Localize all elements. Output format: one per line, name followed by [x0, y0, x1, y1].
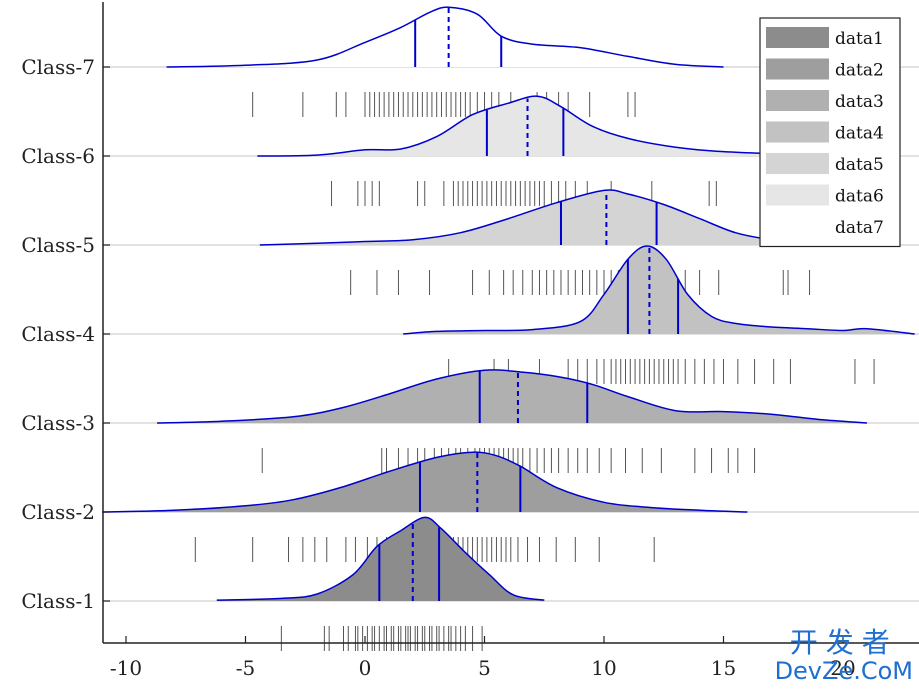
legend-swatch-data6 — [766, 184, 829, 206]
density-area-data4 — [403, 246, 915, 334]
watermark: 开发者 DevZe.CoM — [774, 626, 913, 685]
legend-label-data4: data4 — [835, 124, 884, 144]
density-area-data6 — [257, 96, 891, 156]
density-curve-data1 — [216, 516, 545, 601]
density-curve-data3 — [157, 369, 867, 424]
density-area-data5 — [259, 190, 831, 245]
y-tick-label: Class-2 — [21, 500, 95, 524]
density-area-data3 — [157, 369, 867, 423]
x-tick-label: 0 — [359, 656, 372, 680]
rug-data1 — [280, 626, 483, 651]
y-tick-label: Class-3 — [21, 411, 95, 435]
y-tick-label: Class-1 — [21, 589, 95, 613]
x-tick-label: 10 — [591, 656, 616, 680]
density-area-data7 — [166, 7, 724, 68]
legend-swatch-data4 — [766, 121, 829, 143]
y-tick-label: Class-7 — [21, 55, 95, 79]
legend-label-data2: data2 — [835, 61, 884, 81]
series-layer — [102, 6, 915, 651]
y-tick-label: Class-4 — [21, 322, 95, 346]
watermark-bottom-text: DevZe.CoM — [774, 657, 913, 685]
y-tick-label: Class-5 — [21, 233, 95, 257]
watermark-top-text: 开发者 — [789, 626, 898, 659]
legend-swatch-data2 — [766, 58, 829, 80]
legend-swatch-data3 — [766, 90, 829, 111]
x-tick-label: 15 — [711, 656, 736, 680]
legend: data1 data2 data3 data4 data5 data6 data7 — [759, 17, 901, 248]
x-tick-label: -5 — [236, 656, 255, 680]
rug-data7 — [252, 92, 636, 117]
legend-swatch-data1 — [766, 27, 829, 48]
legend-swatch-data7 — [766, 216, 829, 237]
series-data3 — [157, 369, 867, 473]
rug-data2 — [194, 537, 655, 562]
axis-layer: Class-1 Class-2 Class-3 Class-4 Class-5 Class… — [21, 2, 919, 680]
density-curve-data7 — [166, 6, 724, 68]
legend-swatch-data5 — [766, 153, 829, 174]
series-data1 — [216, 516, 545, 651]
x-tick-label: 5 — [478, 656, 491, 680]
x-tick-label: -10 — [110, 656, 142, 680]
density-curve-data4 — [403, 245, 915, 335]
legend-label-data7: data7 — [835, 218, 884, 238]
series-data5 — [259, 189, 832, 295]
y-tick-label: Class-6 — [21, 144, 95, 168]
legend-label-data5: data5 — [835, 155, 884, 175]
legend-label-data6: data6 — [835, 187, 884, 207]
density-curve-data6 — [257, 95, 891, 157]
legend-label-data3: data3 — [835, 92, 884, 112]
density-curve-data2 — [102, 451, 748, 513]
x-tick-label: 20 — [830, 656, 855, 680]
density-area-data2 — [102, 452, 748, 512]
series-data7 — [166, 6, 724, 117]
density-area-data1 — [216, 517, 545, 601]
legend-label-data1: data1 — [835, 29, 884, 49]
rug-data5 — [350, 270, 811, 295]
series-data4 — [403, 245, 915, 384]
series-data2 — [102, 451, 748, 562]
